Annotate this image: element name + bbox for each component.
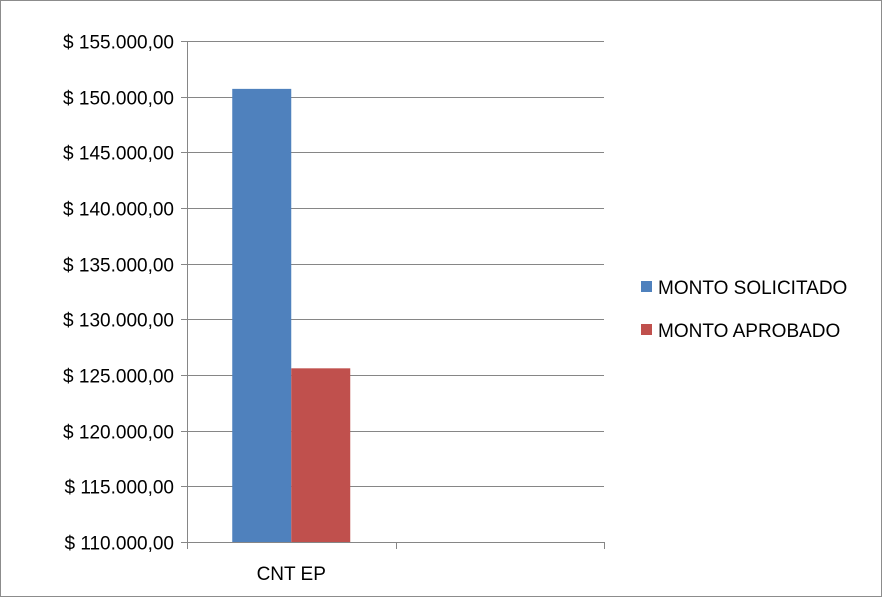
y-tick-label: $ 120.000,00 (63, 423, 174, 444)
y-tick-label: $ 130.000,00 (63, 311, 174, 332)
y-tick-label: $ 140.000,00 (63, 200, 174, 221)
legend: MONTO SOLICITADO MONTO APROBADO (641, 278, 847, 342)
x-tick-labels: CNT EP (257, 564, 326, 585)
y-tick-label: $ 135.000,00 (63, 256, 174, 277)
axes (181, 41, 605, 549)
legend-label: MONTO APROBADO (658, 321, 840, 342)
bar-monto-aprobado (291, 368, 351, 542)
bar-monto-solicitado (232, 88, 292, 542)
y-tick-label: $ 115.000,00 (64, 478, 174, 499)
legend-swatch (641, 281, 652, 292)
y-tick-label: $ 155.000,00 (63, 33, 174, 54)
y-tick-label: $ 110.000,00 (64, 534, 174, 555)
bars (232, 88, 351, 542)
legend-swatch (641, 324, 652, 335)
x-tick-label: CNT EP (257, 564, 326, 585)
y-tick-label: $ 145.000,00 (63, 144, 174, 165)
y-tick-label: $ 150.000,00 (63, 89, 174, 110)
y-tick-label: $ 125.000,00 (63, 367, 174, 388)
legend-label: MONTO SOLICITADO (658, 278, 847, 299)
y-tick-labels: $ 110.000,00 $ 115.000,00 $ 120.000,00 $ 12… (63, 33, 174, 555)
